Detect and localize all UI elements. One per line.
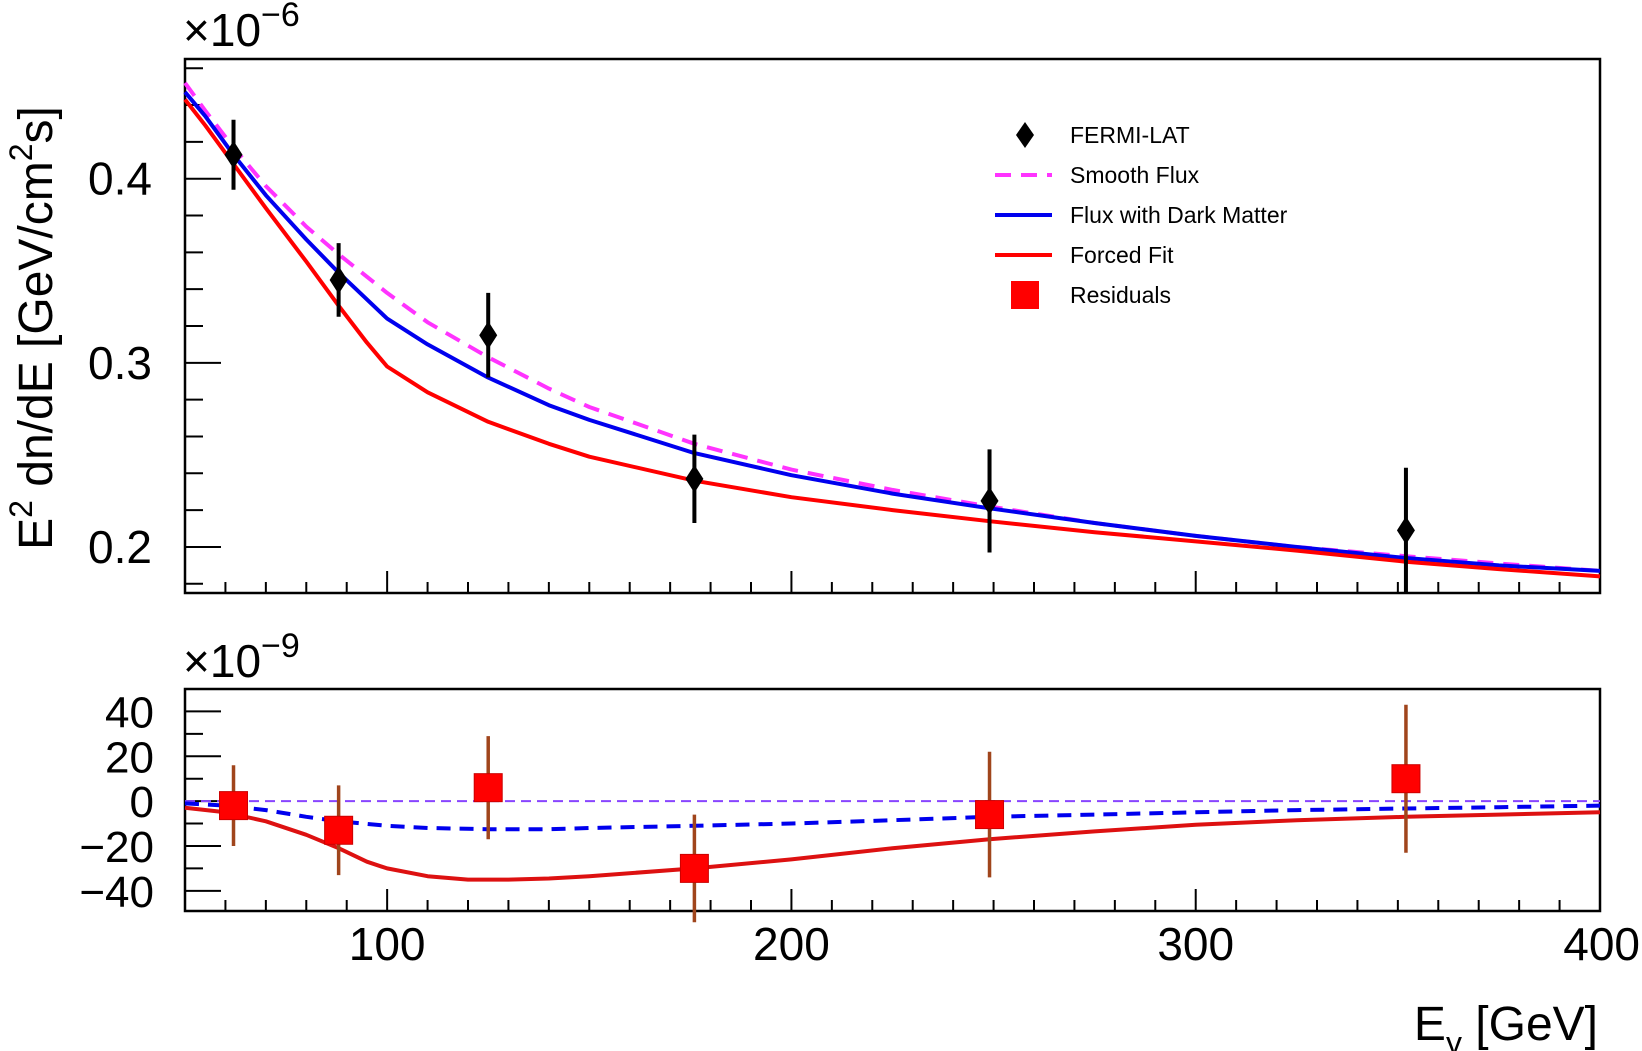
legend-diamond-icon xyxy=(1016,122,1034,148)
residual-point xyxy=(975,800,1005,830)
legend-item: Smooth Flux xyxy=(995,162,1200,188)
y-tick-label: −40 xyxy=(79,868,154,917)
xlabel-part-0: E xyxy=(1414,998,1446,1051)
residual-points xyxy=(219,704,1421,923)
legend-item: FERMI-LAT xyxy=(1016,122,1190,148)
y-tick-label: 40 xyxy=(105,688,154,737)
residual-plot-ticks xyxy=(184,688,1601,911)
residual-plot-curves xyxy=(184,800,1601,882)
exponent-power: −9 xyxy=(261,627,300,665)
fermi-point xyxy=(685,464,704,493)
forced-fit-residual-curve xyxy=(184,805,1601,882)
legend-label: Flux with Dark Matter xyxy=(1070,202,1288,228)
dark-matter-residual-curve xyxy=(184,801,1601,832)
legend-item: Forced Fit xyxy=(995,242,1174,268)
main-plot-y-exponent: ×10−6 xyxy=(183,0,300,56)
fermi-point xyxy=(980,486,999,515)
legend-label: Forced Fit xyxy=(1070,242,1174,268)
y-tick-label: 0.3 xyxy=(88,337,152,389)
exponent-power: −6 xyxy=(261,0,300,34)
x-axis-label: Eγ [GeV] xyxy=(1414,998,1598,1051)
main-plot-curves xyxy=(183,81,1601,579)
ylabel-part-1: 2 xyxy=(3,500,39,518)
residual-point xyxy=(473,773,503,803)
smooth-curve xyxy=(183,81,1601,573)
residual-plot-frame xyxy=(183,687,1602,913)
legend: FERMI-LAT Smooth Flux Flux with Dark Matte… xyxy=(995,122,1288,309)
fermi-point xyxy=(479,321,498,350)
forced-fit-curve xyxy=(183,98,1601,579)
residual-plot-y-exponent: ×10−9 xyxy=(183,627,300,687)
exponent-base: ×10 xyxy=(183,635,261,687)
legend-label: Smooth Flux xyxy=(1070,162,1200,188)
y-tick-label: 0 xyxy=(130,778,154,827)
x-tick-label: 200 xyxy=(753,918,830,970)
residual-point xyxy=(219,791,249,821)
legend-label: FERMI-LAT xyxy=(1070,122,1190,148)
residual-point xyxy=(1391,764,1421,794)
main-plot-panel: 0.20.30.4 ×10−6 E2 dn/dE [GeV/cm2s] FERM… xyxy=(3,0,1602,595)
exponent-base: ×10 xyxy=(183,4,261,56)
y-tick-label: −20 xyxy=(79,823,154,872)
legend-item: Residuals xyxy=(1011,281,1171,309)
legend-label: Residuals xyxy=(1070,282,1171,308)
legend-square-icon xyxy=(1011,281,1039,309)
fermi-point xyxy=(224,140,243,169)
residual-point xyxy=(324,815,354,845)
fermi-point xyxy=(1396,516,1415,545)
ylabel-part-4: s] xyxy=(10,106,63,143)
dark-matter-curve xyxy=(183,90,1601,573)
x-tick-label: 100 xyxy=(349,918,426,970)
main-plot-y-axis-label: E2 dn/dE [GeV/cm2s] xyxy=(3,106,63,550)
legend-item: Flux with Dark Matter xyxy=(995,202,1288,228)
residual-point xyxy=(679,853,709,883)
xlabel-part-2: [GeV] xyxy=(1462,998,1598,1051)
fermi-point xyxy=(329,265,348,294)
main-plot-y-tick-labels: 0.2 0.3 0.4 xyxy=(88,153,152,573)
ylabel-part-2: dn/dE [GeV/cm xyxy=(10,161,63,500)
ylabel-part-3: 2 xyxy=(3,143,39,161)
y-tick-label: 20 xyxy=(105,733,154,782)
y-tick-label: 0.2 xyxy=(88,521,152,573)
y-tick-label: 0.4 xyxy=(88,153,152,205)
x-tick-label: 400 xyxy=(1563,918,1640,970)
main-plot-ticks xyxy=(184,67,1601,593)
x-tick-label: 300 xyxy=(1157,918,1234,970)
xlabel-part-1: γ xyxy=(1446,1025,1462,1051)
fermi-lat-points xyxy=(224,119,1415,593)
ylabel-part-0: E xyxy=(10,518,63,550)
